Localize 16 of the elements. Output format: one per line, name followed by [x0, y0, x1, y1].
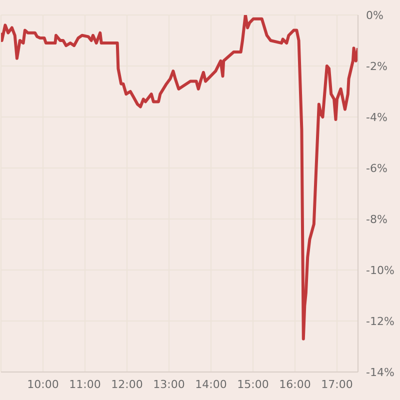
x-tick-label: 13:00 [153, 378, 185, 391]
x-tick-label: 16:00 [279, 378, 311, 391]
y-tick-label: 0% [366, 8, 384, 22]
x-tick-label: 14:00 [195, 378, 227, 391]
y-tick-label: -12% [366, 314, 394, 328]
x-tick-label: 11:00 [69, 378, 101, 391]
y-tick-label: -6% [366, 162, 388, 175]
x-tick-label: 10:00 [27, 378, 59, 391]
y-tick-label: -14% [366, 366, 394, 379]
x-tick-label: 17:00 [321, 378, 353, 391]
y-tick-label: -2% [366, 60, 388, 73]
x-tick-label: 12:00 [111, 378, 143, 391]
x-tick-label: 15:00 [237, 378, 269, 391]
y-tick-label: -10% [366, 264, 394, 277]
y-tick-label: -4% [366, 110, 388, 124]
y-tick-label: -8% [366, 212, 388, 226]
